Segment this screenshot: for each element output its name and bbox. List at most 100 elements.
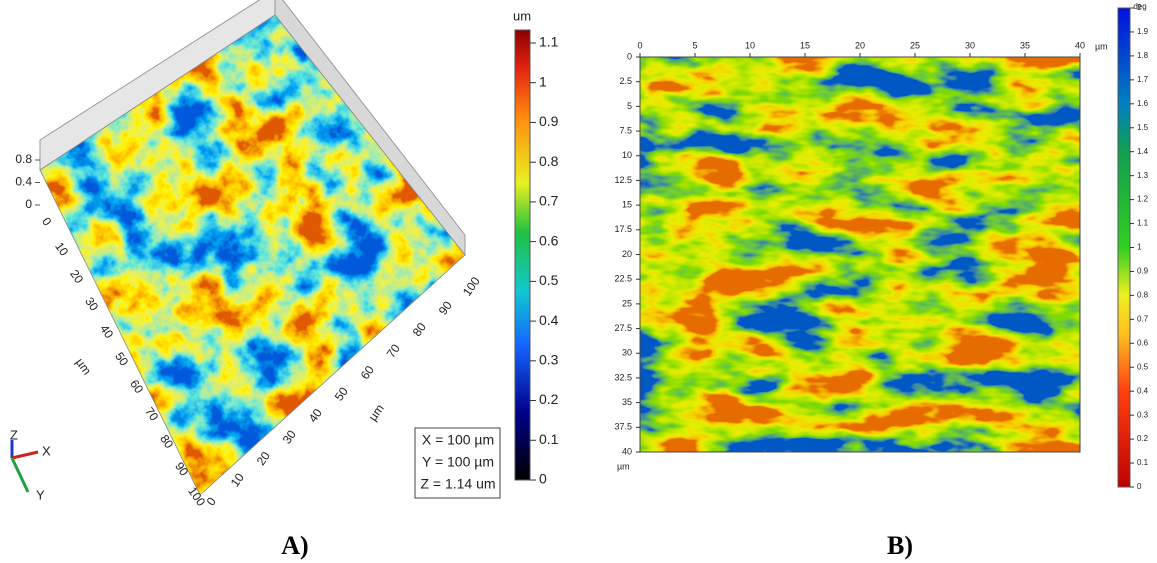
y-tick-label: 12.5 — [614, 175, 632, 185]
y-tick-label: 20 — [622, 249, 632, 259]
colorbar — [1118, 8, 1130, 487]
colorbar-tick-label: 0.6 — [1137, 338, 1149, 347]
colorbar-tick-label: 0.9 — [1137, 267, 1149, 276]
y-tick-label: 15 — [622, 200, 632, 210]
colorbar-tick-label: 0 — [539, 471, 547, 487]
phase-image — [640, 57, 1080, 452]
x-tick-label: 80 — [410, 320, 429, 339]
colorbar-tick-label: 0.3 — [1137, 410, 1149, 419]
y-tick-label: 5 — [627, 101, 632, 111]
x-tick-label: 20 — [855, 40, 865, 50]
x-tick-label: 25 — [910, 40, 920, 50]
colorbar-tick-label: 0.9 — [539, 113, 559, 129]
x-tick-label: 10 — [745, 40, 755, 50]
y-tick-label: 20 — [67, 267, 86, 286]
y-tick-label: 17.5 — [614, 224, 632, 234]
z-tick-label: 0 — [25, 197, 32, 211]
colorbar-tick-label: 0.3 — [539, 352, 559, 368]
colorbar-tick-label: 0.2 — [539, 391, 559, 407]
info-line: X = 100 µm — [422, 432, 494, 448]
colorbar-tick-label: 1.1 — [539, 34, 559, 50]
x-tick-label: 0 — [204, 495, 219, 509]
colorbar-tick-label: 1.1 — [1137, 219, 1149, 228]
colorbar-tick-label: 0.7 — [539, 193, 559, 209]
colorbar-tick-label: 1 — [1137, 243, 1142, 252]
z-tick-label: 0.8 — [15, 152, 32, 166]
triad-label: X — [42, 443, 51, 458]
colorbar-tick-label: 1.6 — [1137, 99, 1149, 108]
y-tick-label: 50 — [112, 350, 131, 369]
colorbar-tick-label: 0.4 — [539, 312, 559, 328]
y-tick-label: 40 — [97, 322, 116, 341]
colorbar-tick-label: 1.3 — [1137, 171, 1149, 180]
info-line: Y = 100 µm — [422, 454, 494, 470]
x-unit: µm — [1095, 41, 1108, 51]
colorbar-tick-label: 1 — [539, 73, 547, 89]
panel-label: A) — [281, 531, 308, 560]
colorbar-tick-label: 1.5 — [1137, 123, 1149, 132]
y-tick-label: 10 — [622, 150, 632, 160]
colorbar-tick-label: 1.2 — [1137, 195, 1149, 204]
x-unit: µm — [366, 402, 387, 424]
y-tick-label: 10 — [52, 240, 71, 259]
triad-label: Y — [36, 487, 45, 502]
info-line: Z = 1.14 um — [420, 476, 495, 492]
y-unit: µm — [73, 356, 94, 378]
x-tick-label: 30 — [280, 427, 299, 446]
y-tick-label: 40 — [622, 446, 632, 456]
colorbar — [515, 30, 530, 480]
colorbar-tick-label: 0.6 — [539, 232, 559, 248]
x-tick-label: 15 — [800, 40, 810, 50]
x-tick-label: 100 — [460, 274, 483, 299]
x-tick-label: 50 — [332, 384, 351, 403]
colorbar-tick-label: 0.8 — [539, 153, 559, 169]
x-tick-label: 40 — [306, 406, 325, 425]
x-tick-label: 0 — [637, 40, 642, 50]
y-tick-label: 30 — [622, 348, 632, 358]
y-tick-label: 0 — [39, 215, 54, 229]
colorbar-tick-label: 1.4 — [1137, 147, 1149, 156]
colorbar-tick-label: 2 — [1137, 3, 1142, 12]
y-unit: µm — [617, 461, 630, 471]
colorbar-tick-label: 1.9 — [1137, 27, 1149, 36]
y-tick-label: 32.5 — [614, 372, 632, 382]
colorbar-tick-label: 0.4 — [1137, 386, 1149, 395]
axis-triad — [12, 440, 38, 492]
x-tick-label: 35 — [1020, 40, 1030, 50]
y-tick-label: 37.5 — [614, 422, 632, 432]
x-tick-label: 5 — [692, 40, 697, 50]
colorbar-tick-label: 0.5 — [539, 272, 559, 288]
y-tick-label: 25 — [622, 298, 632, 308]
y-tick-label: 7.5 — [619, 125, 632, 135]
colorbar-tick-label: 0.7 — [1137, 314, 1149, 323]
x-tick-label: 20 — [254, 449, 273, 468]
y-tick-label: 27.5 — [614, 323, 632, 333]
figure: um 0 0.1 0.2 0.3 0.4 0.5 0.6 0.7 0.8 0.9 1 1.1 0 0.4 0… — [0, 0, 1157, 563]
x-tick-label: 70 — [384, 341, 403, 360]
y-tick-label: 35 — [622, 397, 632, 407]
colorbar-tick-label: 0.2 — [1137, 434, 1149, 443]
x-tick-label: 40 — [1075, 40, 1085, 50]
colorbar-tick-label: 0 — [1137, 482, 1142, 491]
colorbar-tick-label: 0.8 — [1137, 291, 1149, 300]
y-tick-label: 22.5 — [614, 274, 632, 284]
surface-3d — [30, 10, 470, 500]
x-tick-label: 30 — [965, 40, 975, 50]
panel-a: um 0 0.1 0.2 0.3 0.4 0.5 0.6 0.7 0.8 0.9 1 1.1 0 0.4 0… — [10, 0, 559, 509]
triad-label: Z — [10, 427, 18, 442]
colorbar-tick-label: 0.1 — [1137, 458, 1149, 467]
x-tick-label: 10 — [228, 470, 247, 489]
panel-label: B) — [887, 531, 913, 560]
colorbar-tick-label: 0.1 — [539, 431, 559, 447]
y-tick-label: 30 — [82, 295, 101, 314]
x-tick-label: 60 — [358, 363, 377, 382]
colorbar-unit: um — [513, 8, 531, 23]
colorbar-tick-label: 0.5 — [1137, 362, 1149, 371]
z-tick-label: 0.4 — [15, 175, 32, 189]
x-tick-label: 90 — [436, 298, 455, 317]
colorbar-tick-label: 1.8 — [1137, 51, 1149, 60]
y-tick-label: 2.5 — [619, 76, 632, 86]
colorbar-tick-label: 1.7 — [1137, 75, 1149, 84]
y-tick-label: 0 — [627, 51, 632, 61]
